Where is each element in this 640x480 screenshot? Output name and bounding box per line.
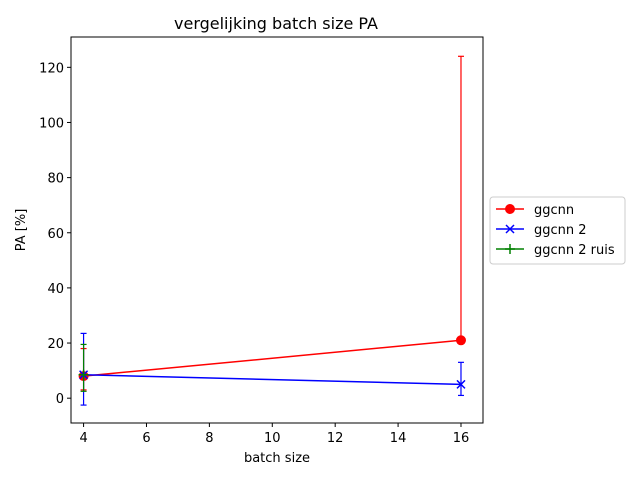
legend-item: ggcnn 2 ruis [496,243,615,258]
legend: ggcnn ggcnn 2 ggcnn 2 ruis [489,196,626,265]
y-tick-label: 60 [47,227,64,242]
x-axis: 4 6 8 10 12 14 16 [79,423,469,446]
legend-label: ggcnn 2 ruis [534,243,615,258]
plot-area [78,55,466,406]
x-tick-label: 14 [390,431,407,446]
legend-item: ggcnn [496,203,574,218]
data-point [78,369,89,380]
y-tick-label: 20 [47,337,64,352]
legend-label: ggcnn [534,203,574,218]
x-tick-label: 6 [142,431,150,446]
legend-item: ggcnn 2 [496,223,587,238]
y-tick-label: 120 [39,61,64,76]
y-tick-label: 80 [47,172,64,187]
legend-marker [505,224,515,234]
y-tick-label: 40 [47,282,64,297]
x-axis-label: batch size [244,451,310,466]
y-tick-label: 0 [56,392,64,407]
series-line [83,339,462,377]
y-tick-label: 100 [39,116,64,131]
legend-marker [505,244,515,254]
legend-label: ggcnn 2 [534,223,587,238]
plot-frame [70,36,484,424]
y-axis: 0 20 40 60 80 100 120 [39,61,71,407]
legend-marker [505,204,515,214]
data-point [456,379,466,389]
data-point [455,335,466,346]
series-2 [78,343,89,392]
series-line [83,374,462,386]
legend-box [489,196,626,265]
x-tick-label: 10 [264,431,281,446]
series-1 [79,332,466,406]
series-0 [78,55,466,391]
x-tick-label: 16 [453,431,470,446]
x-tick-label: 8 [205,431,213,446]
x-tick-label: 4 [79,431,87,446]
chart-title: vergelijking batch size PA [174,14,378,33]
x-tick-label: 12 [327,431,344,446]
y-axis-label: PA [%] [14,209,29,252]
